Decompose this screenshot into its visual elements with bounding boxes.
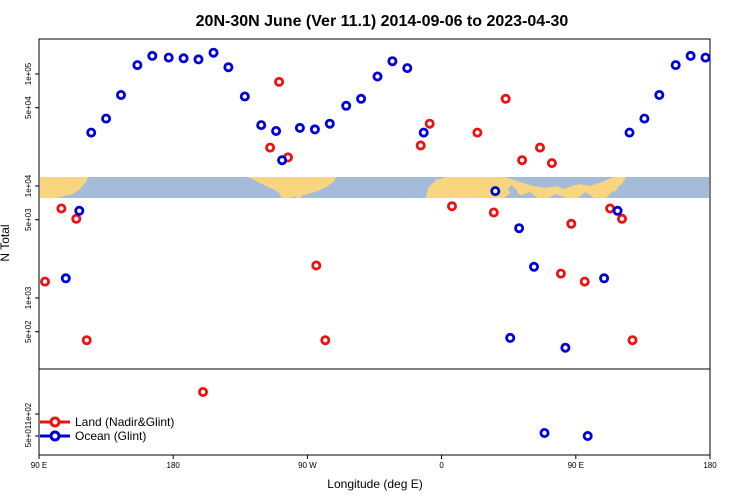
ocean-point bbox=[402, 63, 413, 74]
y-tick-label: 1e+02 bbox=[24, 402, 33, 425]
ocean-point bbox=[163, 52, 174, 63]
ocean-point bbox=[239, 91, 250, 102]
y-tick-label: 5e+02 bbox=[24, 320, 33, 343]
land-taiwan bbox=[612, 184, 617, 192]
ocean-point bbox=[116, 90, 127, 101]
land-point bbox=[311, 260, 322, 271]
land-point bbox=[81, 335, 92, 346]
land-point bbox=[424, 118, 435, 129]
ocean-point bbox=[101, 113, 112, 124]
land-point bbox=[197, 386, 208, 397]
y-tick-label: 1e+03 bbox=[24, 286, 33, 309]
ocean-point bbox=[193, 54, 204, 65]
ocean-point bbox=[147, 50, 158, 61]
ocean-point bbox=[86, 127, 97, 138]
land-series bbox=[40, 76, 638, 397]
x-tick-label: 90 E bbox=[31, 461, 47, 470]
legend: Land (Nadir&Glint) Ocean (Glint) bbox=[40, 415, 174, 443]
y-tick-label: 1e+04 bbox=[24, 174, 33, 197]
ocean-point bbox=[356, 93, 367, 104]
land-point bbox=[617, 213, 628, 224]
ocean-point bbox=[418, 127, 429, 138]
ocean-point bbox=[639, 113, 650, 124]
land-point bbox=[472, 127, 483, 138]
ocean-point bbox=[505, 332, 516, 343]
ocean-point bbox=[74, 205, 85, 216]
ocean-point bbox=[208, 47, 219, 58]
ocean-series bbox=[60, 47, 711, 441]
lower-plot-frame bbox=[38, 368, 711, 456]
ocean-point bbox=[514, 223, 525, 234]
x-tick-label: 180 bbox=[703, 461, 717, 470]
land-point bbox=[274, 76, 285, 87]
ocean-point bbox=[387, 56, 398, 67]
ocean-point bbox=[529, 261, 540, 272]
y-tick-label: 5e+04 bbox=[24, 96, 33, 119]
ocean-point bbox=[612, 205, 623, 216]
land-north-america bbox=[248, 177, 336, 198]
x-tick-label: 0 bbox=[439, 461, 444, 470]
land-point bbox=[40, 276, 51, 287]
x-tick-label: 90 W bbox=[298, 461, 317, 470]
y-axis-label: N Total bbox=[0, 224, 12, 261]
ocean-point bbox=[372, 71, 383, 82]
ocean-point bbox=[309, 124, 320, 135]
land-arabia-gap bbox=[508, 185, 520, 198]
ocean-point bbox=[654, 90, 665, 101]
ocean-point bbox=[624, 127, 635, 138]
x-axis: 90 E 180 90 W 0 90 E 180 bbox=[31, 455, 717, 470]
land-florida bbox=[296, 186, 304, 198]
ocean-point bbox=[271, 126, 282, 137]
y-tick-label: 1e+05 bbox=[24, 62, 33, 85]
legend-ocean-marker bbox=[49, 430, 61, 442]
land-point bbox=[415, 140, 426, 151]
world-map-strip bbox=[40, 177, 709, 198]
legend-ocean-label: Ocean (Glint) bbox=[75, 429, 146, 443]
land-africa-asia bbox=[426, 177, 626, 198]
ocean-point bbox=[256, 120, 267, 131]
legend-land-marker bbox=[49, 416, 61, 428]
ocean-point bbox=[700, 52, 711, 63]
ocean-point bbox=[294, 122, 305, 133]
land-point bbox=[265, 142, 276, 153]
ocean-point bbox=[178, 53, 189, 64]
ocean-point bbox=[490, 186, 501, 197]
ocean-point bbox=[685, 50, 696, 61]
ocean-point bbox=[560, 342, 571, 353]
land-point bbox=[579, 276, 590, 287]
y-tick-label: 5e+01 bbox=[24, 424, 33, 447]
x-tick-label: 180 bbox=[167, 461, 181, 470]
land-point bbox=[71, 213, 82, 224]
land-point bbox=[555, 268, 566, 279]
legend-land-label: Land (Nadir&Glint) bbox=[75, 415, 174, 429]
chart-title: 20N-30N June (Ver 11.1) 2014-09-06 to 20… bbox=[196, 13, 569, 30]
ocean-point bbox=[341, 100, 352, 111]
land-point bbox=[535, 142, 546, 153]
ocean-point bbox=[324, 118, 335, 129]
ocean-point bbox=[599, 273, 610, 284]
land-point bbox=[500, 93, 511, 104]
land-asia-west bbox=[40, 177, 88, 198]
land-point bbox=[627, 335, 638, 346]
land-point bbox=[320, 335, 331, 346]
y-tick-label: 5e+03 bbox=[24, 208, 33, 231]
land-point bbox=[566, 218, 577, 229]
x-tick-label: 90 E bbox=[568, 461, 584, 470]
ocean-point bbox=[277, 155, 288, 166]
ocean-point bbox=[60, 273, 71, 284]
land-point bbox=[546, 158, 557, 169]
ocean-point bbox=[582, 430, 593, 441]
land-point bbox=[517, 155, 528, 166]
x-axis-label: Longitude (deg E) bbox=[327, 477, 422, 491]
ocean-point bbox=[539, 427, 550, 438]
ocean-point bbox=[223, 62, 234, 73]
data-points bbox=[40, 47, 711, 441]
ocean-point bbox=[670, 60, 681, 71]
ocean-point bbox=[132, 60, 143, 71]
land-point bbox=[56, 203, 67, 214]
land-point bbox=[488, 207, 499, 218]
land-point bbox=[446, 201, 457, 212]
